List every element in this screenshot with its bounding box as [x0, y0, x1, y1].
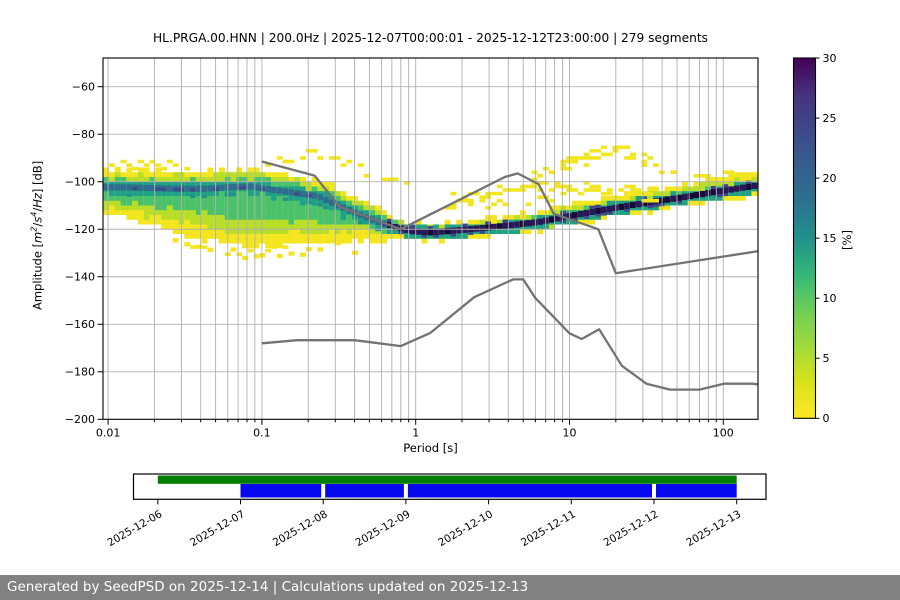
timeline-blue-segment — [656, 484, 737, 498]
gridlines — [103, 58, 758, 420]
timeline-green-bar — [157, 475, 737, 484]
axis-ticks — [97, 86, 724, 425]
timeline-date-label: 2025-12-07 — [188, 508, 247, 549]
timeline-date-label: 2025-12-11 — [519, 508, 578, 549]
timeline-blue-segment — [240, 484, 322, 498]
colorbar-tick-label: 15 — [823, 232, 837, 245]
ppsd-plot: 0.01 0.1 1 10 100−60−80−100−120−140−160−180−… — [65, 52, 854, 549]
colorbar-gradient — [793, 58, 816, 419]
timeline-date-label: 2025-12-09 — [354, 508, 413, 549]
y-tick-label: −160 — [65, 318, 95, 331]
x-axis-label: Period [s] — [403, 441, 458, 455]
noise-model-lines — [261, 160, 758, 391]
x-tick-label: 10 — [563, 426, 577, 439]
colorbar: 0 5 10 15 20 25 30 [%] — [792, 52, 854, 425]
x-tick-label: 1 — [412, 426, 419, 439]
colorbar-tick-label: 0 — [823, 412, 830, 425]
timeline-date-label: 2025-12-10 — [436, 508, 495, 549]
timeline-date-label: 2025-12-08 — [271, 508, 330, 549]
colorbar-tick-label: 5 — [823, 352, 830, 365]
y-tick-label: −60 — [72, 81, 95, 94]
colorbar-tick-label: 20 — [823, 172, 837, 185]
timeline-blue-segment — [325, 484, 404, 498]
y-tick-label: −80 — [72, 128, 95, 141]
timeline-blue-segment — [407, 484, 652, 498]
nlnm-line — [261, 278, 758, 391]
timeline-date-label: 2025-12-12 — [602, 508, 661, 549]
y-tick-label: −200 — [65, 413, 95, 426]
y-tick-label: −120 — [65, 223, 95, 236]
x-tick-label: 0.01 — [96, 426, 121, 439]
y-tick-label: −180 — [65, 366, 95, 379]
x-tick-label: 0.1 — [253, 426, 271, 439]
colorbar-tick-label: 10 — [823, 292, 837, 305]
nhnm-line — [261, 160, 758, 275]
y-tick-label: −100 — [65, 176, 95, 189]
timeline-date-label: 2025-12-06 — [105, 508, 164, 549]
chart-title: HL.PRGA.00.HNN | 200.0Hz | 2025-12-07T00… — [153, 31, 708, 45]
y-tick-label: −140 — [65, 271, 95, 284]
footer-status-bar: Generated by SeedPSD on 2025-12-14 | Cal… — [0, 575, 900, 600]
timeline-date-label: 2025-12-13 — [684, 508, 743, 549]
colorbar-tick-label: 25 — [823, 112, 837, 125]
ppsd-histogram — [103, 167, 758, 261]
coverage-timeline: 2025-12-06 2025-12-07 2025-12-08 2025-12-09… — [105, 473, 767, 549]
colorbar-label: [%] — [840, 230, 854, 250]
plot-area — [103, 58, 758, 420]
plot-frame — [102, 57, 759, 420]
colorbar-tick-label: 30 — [823, 52, 837, 65]
x-tick-label: 100 — [713, 426, 734, 439]
